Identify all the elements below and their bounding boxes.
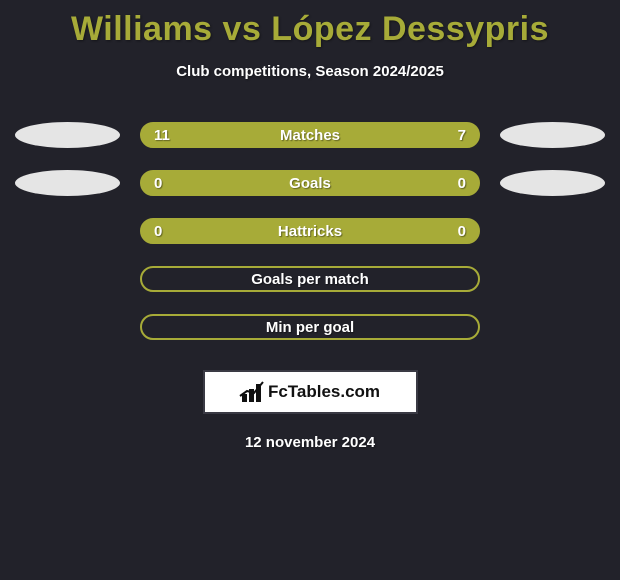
right-ellipse bbox=[500, 122, 605, 148]
stats-rows: 11 Matches 7 0 Goals 0 0 Hattricks 0 Goals per ma… bbox=[0, 122, 620, 340]
left-value: 0 bbox=[154, 175, 162, 192]
left-value: 11 bbox=[154, 127, 170, 144]
stat-label: Goals per match bbox=[251, 271, 369, 288]
barchart-icon bbox=[240, 382, 264, 402]
stat-label: Min per goal bbox=[266, 319, 354, 336]
right-ellipse bbox=[500, 170, 605, 196]
stat-row: Min per goal bbox=[0, 314, 620, 340]
subtitle: Club competitions, Season 2024/2025 bbox=[0, 63, 620, 80]
fctables-logo: FcTables.com bbox=[203, 370, 418, 414]
stat-label: Hattricks bbox=[278, 223, 342, 240]
stat-bar: Min per goal bbox=[140, 314, 480, 340]
stat-bar: 11 Matches 7 bbox=[140, 122, 480, 148]
left-ellipse bbox=[15, 122, 120, 148]
stat-row: 0 Goals 0 bbox=[0, 170, 620, 196]
right-value: 7 bbox=[458, 127, 466, 144]
left-value: 0 bbox=[154, 223, 162, 240]
stat-label: Matches bbox=[280, 127, 340, 144]
stat-row: 11 Matches 7 bbox=[0, 122, 620, 148]
right-value: 0 bbox=[458, 223, 466, 240]
left-ellipse bbox=[15, 170, 120, 196]
stat-row: Goals per match bbox=[0, 266, 620, 292]
stat-bar: 0 Hattricks 0 bbox=[140, 218, 480, 244]
logo-text: FcTables.com bbox=[268, 382, 380, 402]
stat-bar: 0 Goals 0 bbox=[140, 170, 480, 196]
date-text: 12 november 2024 bbox=[0, 434, 620, 451]
right-value: 0 bbox=[458, 175, 466, 192]
stat-label: Goals bbox=[289, 175, 331, 192]
stat-bar: Goals per match bbox=[140, 266, 480, 292]
stat-row: 0 Hattricks 0 bbox=[0, 218, 620, 244]
page-title: Williams vs López Dessypris bbox=[0, 0, 620, 49]
